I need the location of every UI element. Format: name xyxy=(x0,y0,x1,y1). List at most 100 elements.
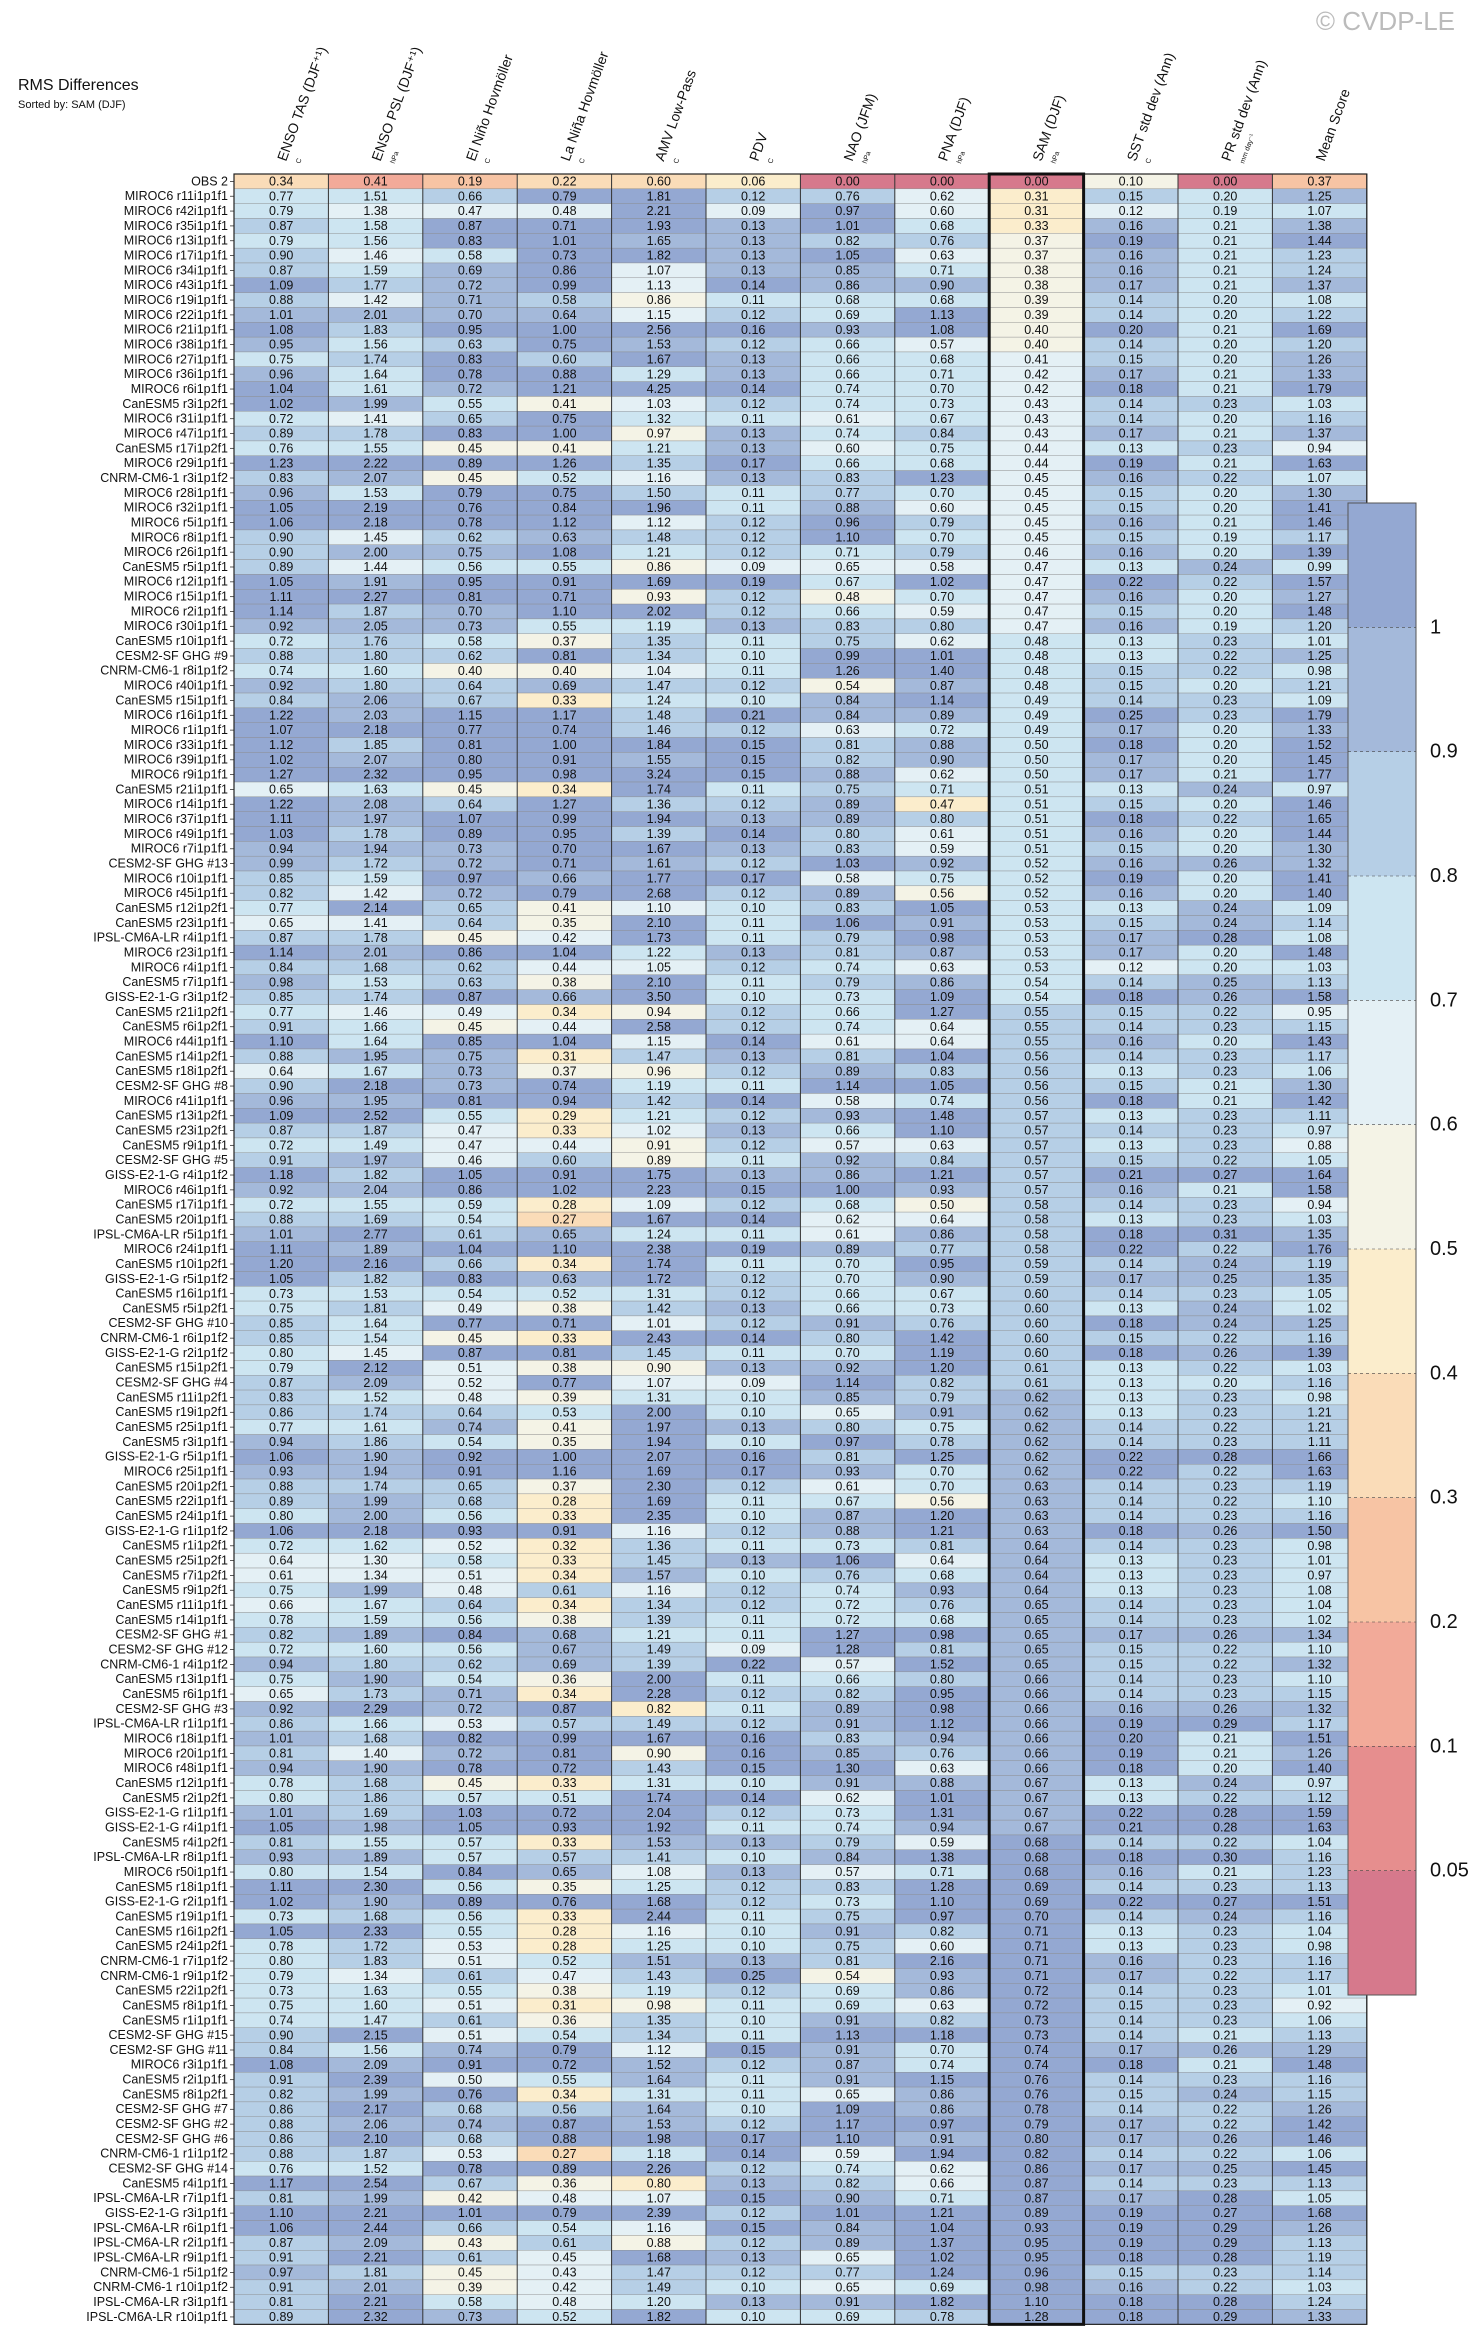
cell-value: 1.19 xyxy=(1307,1257,1331,1271)
cell-value: 0.63 xyxy=(1024,1494,1048,1508)
row-label: MIROC6 r13i1p1f1 xyxy=(124,234,228,248)
cell-value: 0.53 xyxy=(1024,916,1048,930)
cell-value: 0.28 xyxy=(1213,1450,1237,1464)
cell-value: 0.15 xyxy=(741,2043,765,2057)
cell-value: 1.57 xyxy=(647,1569,671,1583)
cell-value: 0.22 xyxy=(552,175,576,189)
cell-value: 0.74 xyxy=(1024,2058,1048,2072)
cell-value: 0.38 xyxy=(1024,278,1048,292)
cell-value: 0.13 xyxy=(741,441,765,455)
cell-value: 1.03 xyxy=(1307,961,1331,975)
cell-value: 0.72 xyxy=(930,723,954,737)
cell-value: 0.41 xyxy=(552,441,576,455)
cell-value: 0.25 xyxy=(1213,1272,1237,1286)
cell-value: 0.12 xyxy=(741,338,765,352)
cell-value: 0.13 xyxy=(1119,1569,1143,1583)
cell-value: 0.75 xyxy=(269,1672,293,1686)
cell-value: 0.00 xyxy=(1213,175,1237,189)
cell-value: 0.13 xyxy=(741,812,765,826)
cell-value: 1.95 xyxy=(363,1050,387,1064)
cell-value: 0.89 xyxy=(647,1153,671,1167)
column-unit-4: C xyxy=(673,158,681,165)
cell-value: 0.93 xyxy=(930,1969,954,1983)
cell-value: 0.56 xyxy=(458,1509,482,1523)
cell-value: 0.75 xyxy=(458,545,482,559)
cell-value: 0.15 xyxy=(1119,679,1143,693)
cell-value: 1.03 xyxy=(1307,397,1331,411)
cell-value: 1.99 xyxy=(363,2191,387,2205)
cell-value: 0.11 xyxy=(741,1227,764,1241)
cell-value: 0.78 xyxy=(458,367,482,381)
cell-value: 0.26 xyxy=(1213,1702,1237,1716)
cell-value: 0.45 xyxy=(1024,471,1048,485)
cell-value: 0.17 xyxy=(741,2132,765,2146)
cell-value: 0.80 xyxy=(269,1509,293,1523)
row-label: CanESM5 r5i1p2f1 xyxy=(122,1301,228,1315)
cell-value: 0.74 xyxy=(835,427,859,441)
row-label: MIROC6 r40i1p1f1 xyxy=(124,679,228,693)
cell-value: 1.50 xyxy=(647,486,671,500)
cell-value: 0.91 xyxy=(458,2058,482,2072)
cell-value: 0.80 xyxy=(647,2177,671,2191)
cell-value: 0.12 xyxy=(741,2117,765,2131)
cell-value: 0.14 xyxy=(1119,1124,1143,1138)
cell-value: 0.72 xyxy=(1024,1999,1048,2013)
cell-value: 0.21 xyxy=(1213,2058,1237,2072)
cell-value: 1.14 xyxy=(1307,2266,1331,2280)
row-label: CanESM5 r2i1p2f1 xyxy=(122,1791,228,1805)
cell-value: 0.37 xyxy=(552,1480,576,1494)
cell-value: 1.14 xyxy=(835,1079,859,1093)
cell-value: 0.66 xyxy=(458,1257,482,1271)
cell-value: 1.01 xyxy=(647,1316,671,1330)
cell-value: 0.48 xyxy=(1024,664,1048,678)
cell-value: 0.81 xyxy=(269,1835,293,1849)
cell-value: 0.57 xyxy=(458,1791,482,1805)
cell-value: 0.62 xyxy=(458,1658,482,1672)
cell-value: 0.12 xyxy=(741,1895,765,1909)
cell-value: 0.61 xyxy=(552,2236,576,2250)
cell-value: 1.62 xyxy=(363,1539,387,1553)
cell-value: 1.08 xyxy=(1307,931,1331,945)
row-label: OBS 2 xyxy=(191,174,228,188)
cell-value: 0.89 xyxy=(269,1494,293,1508)
colorbar-segment xyxy=(1348,1746,1416,1872)
cell-value: 0.65 xyxy=(458,1480,482,1494)
cell-value: 1.12 xyxy=(647,516,671,530)
cell-value: 0.97 xyxy=(1307,1569,1331,1583)
cell-value: 0.88 xyxy=(835,768,859,782)
cell-value: 0.15 xyxy=(741,1761,765,1775)
cell-value: 1.04 xyxy=(1307,1835,1331,1849)
cell-value: 0.15 xyxy=(1119,1005,1143,1019)
cell-value: 0.27 xyxy=(552,2147,576,2161)
cell-value: 1.02 xyxy=(647,1124,671,1138)
cell-value: 0.80 xyxy=(930,812,954,826)
cell-value: 1.19 xyxy=(647,1984,671,1998)
row-label: MIROC6 r44i1p1f1 xyxy=(124,1034,228,1048)
cell-value: 0.15 xyxy=(1119,797,1143,811)
cell-value: 0.11 xyxy=(741,1702,764,1716)
row-label: MIROC6 r50i1p1f1 xyxy=(124,1865,228,1879)
cell-value: 1.04 xyxy=(552,1035,576,1049)
cell-value: 0.14 xyxy=(1119,1672,1143,1686)
cell-value: 1.10 xyxy=(835,2132,859,2146)
cell-value: 1.79 xyxy=(1307,382,1331,396)
cell-value: 0.17 xyxy=(1119,1272,1143,1286)
cell-value: 1.81 xyxy=(363,1302,387,1316)
cell-value: 0.42 xyxy=(552,2280,576,2294)
cell-value: 1.99 xyxy=(363,1583,387,1597)
row-label: CNRM-CM6-1 r6i1p1f2 xyxy=(100,1331,228,1345)
cell-value: 0.23 xyxy=(1213,1954,1237,1968)
cell-value: 0.91 xyxy=(835,1776,859,1790)
cell-value: 0.75 xyxy=(835,634,859,648)
cell-value: 0.97 xyxy=(647,427,671,441)
cell-value: 0.33 xyxy=(552,1509,576,1523)
cell-value: 0.23 xyxy=(1213,1569,1237,1583)
cell-value: 0.53 xyxy=(1024,946,1048,960)
cell-value: 0.66 xyxy=(835,338,859,352)
cell-value: 4.25 xyxy=(647,382,671,396)
cell-value: 0.14 xyxy=(1119,1287,1143,1301)
cell-value: 0.95 xyxy=(269,338,293,352)
cell-value: 0.20 xyxy=(1213,842,1237,856)
cell-value: 0.19 xyxy=(1119,1747,1143,1761)
cell-value: 0.22 xyxy=(1213,1420,1237,1434)
